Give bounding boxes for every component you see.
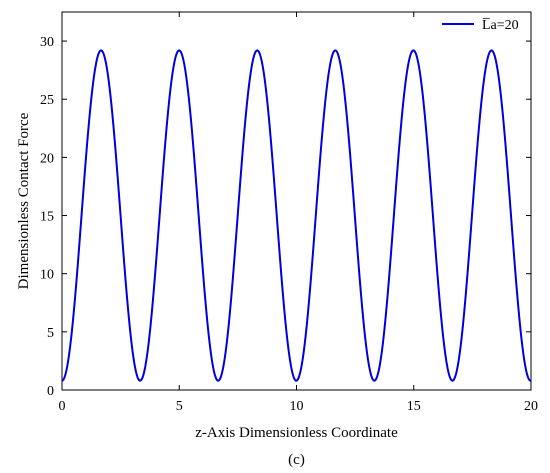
series-line-la20 <box>61 49 532 382</box>
x-tick-label: 20 <box>524 399 538 414</box>
y-tick-label: 25 <box>40 93 54 108</box>
x-tick-label: 5 <box>176 399 183 414</box>
x-tick-label: 10 <box>290 399 304 414</box>
legend: L̅a=20 <box>442 18 519 33</box>
y-axis-title: Dimensionless Contact Force <box>16 112 32 289</box>
axis-ticks: 0 5 10 15 20 0 5 10 15 20 25 30 <box>40 12 538 414</box>
x-axis-title: z-Axis Dimensionless Coordinate <box>195 425 398 441</box>
y-tick-label: 20 <box>40 151 54 166</box>
legend-label: L̅a=20 <box>482 18 519 33</box>
x-tick-label: 0 <box>59 399 66 414</box>
figure-caption: (c) <box>288 452 305 468</box>
y-tick-label: 15 <box>40 210 54 225</box>
y-tick-label: 30 <box>40 35 54 50</box>
y-tick-label: 0 <box>47 384 54 399</box>
y-tick-label: 5 <box>47 326 54 341</box>
y-tick-label: 10 <box>40 268 54 283</box>
plot-frame <box>61 11 532 391</box>
x-tick-label: 15 <box>407 399 421 414</box>
